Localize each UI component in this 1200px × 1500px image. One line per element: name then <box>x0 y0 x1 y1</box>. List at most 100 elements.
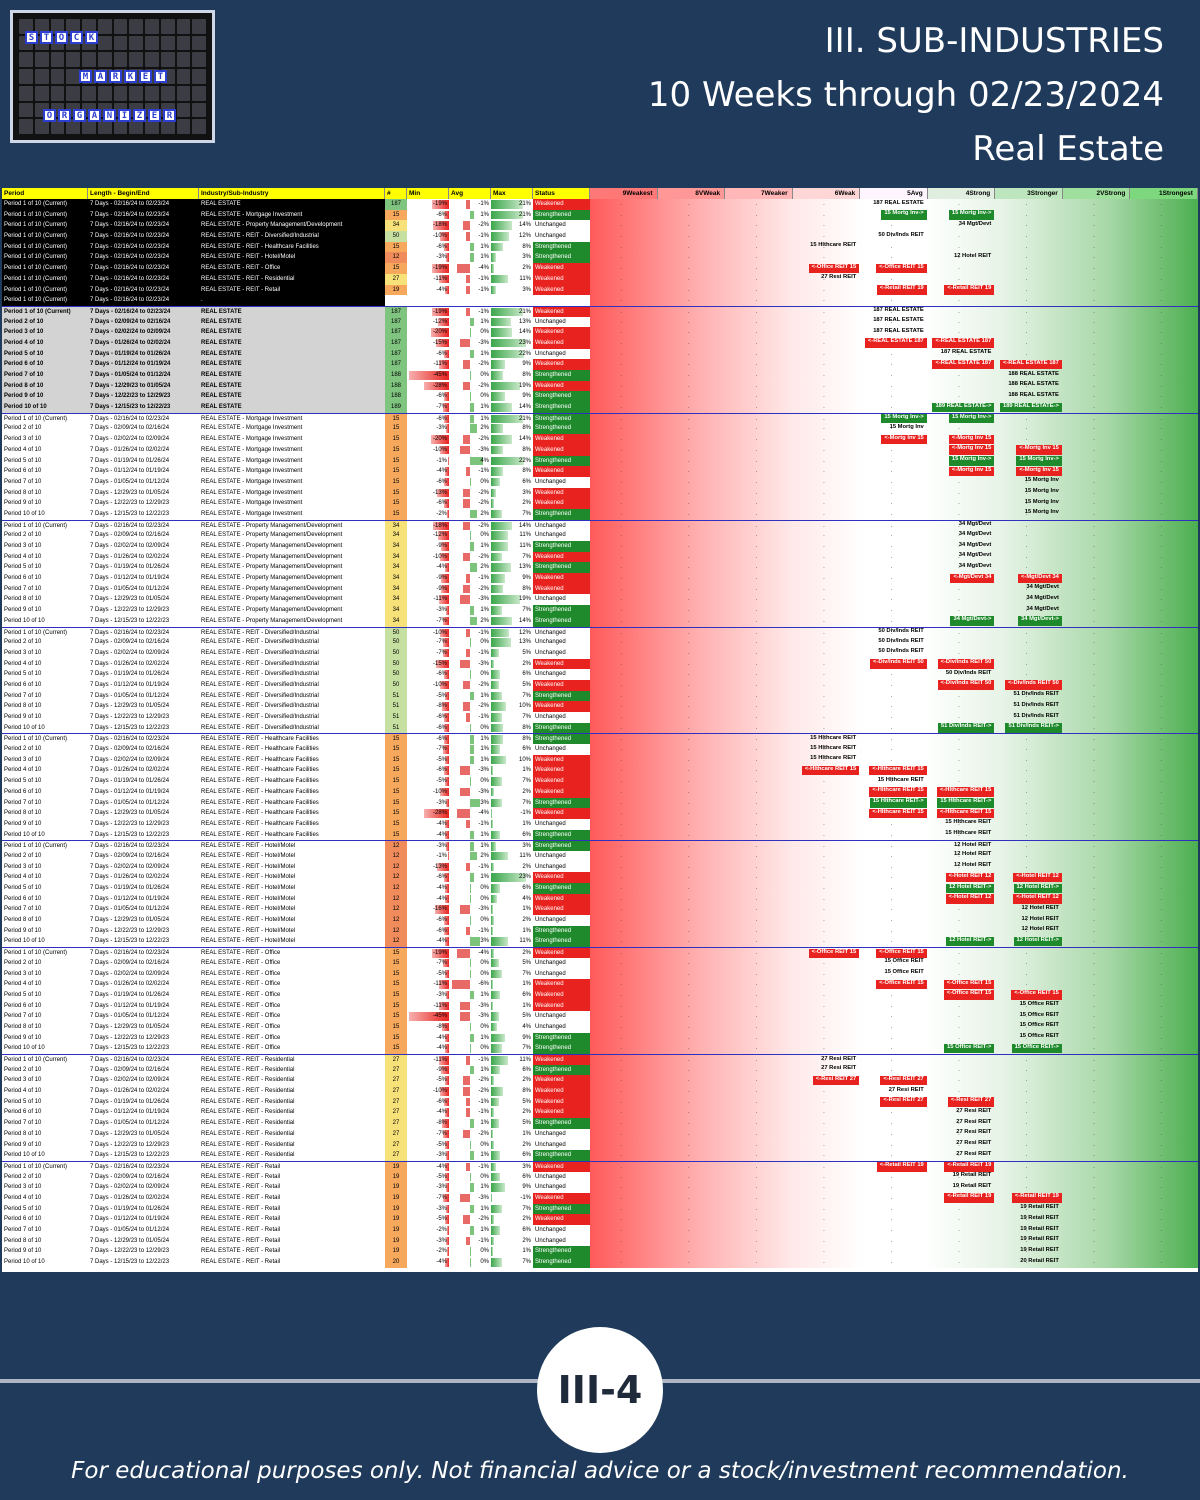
max-value: 2% <box>522 917 531 924</box>
avg-value: -2% <box>478 1216 489 1223</box>
min-cell: -11% <box>407 979 449 990</box>
max-value: 14% <box>518 436 531 443</box>
period-cell: Period 10 of 10 <box>2 1043 88 1054</box>
table-row: Period 1 of 10 (Current) 7 Days - 02/16/2… <box>2 199 1198 210</box>
column-header[interactable]: 3Stronger <box>995 188 1063 199</box>
column-header[interactable]: Min <box>407 188 449 199</box>
heat-dot: . <box>958 607 960 614</box>
column-header[interactable]: 8VWeak <box>657 188 726 199</box>
count-cell: 15 <box>385 476 407 488</box>
min-value: -11% <box>433 275 447 282</box>
heat-dot: . <box>687 1066 690 1073</box>
logo-tile <box>82 85 96 101</box>
avg-bar <box>470 691 474 701</box>
logo-tile <box>160 52 175 68</box>
max-cell: 2% <box>491 787 533 798</box>
column-header[interactable]: Avg <box>449 188 491 199</box>
period-cell: Period 7 of 10 <box>2 1118 88 1129</box>
heat-dot: . <box>755 1237 758 1244</box>
min-bar <box>445 285 449 294</box>
min-cell: -4% <box>407 830 449 841</box>
logo-tile <box>192 119 206 134</box>
heat-dot: . <box>958 532 960 539</box>
industry-cell: REAL ESTATE - REIT - Healthcare Faciliti… <box>199 744 385 755</box>
strength-marker: 188 REAL ESTATE <box>1008 391 1059 398</box>
max-value: 6% <box>522 671 531 678</box>
heat-dot: . <box>823 575 825 582</box>
avg-bar <box>466 862 470 872</box>
min-value: -11% <box>433 1002 447 1009</box>
strength-heatmap: .........<-Office REIT 15<-Office REIT 1… <box>590 948 1198 959</box>
max-bar <box>491 1193 492 1203</box>
min-cell: -10% <box>407 445 449 456</box>
column-header[interactable]: 9Weakest <box>590 188 658 199</box>
avg-value: 0% <box>480 1023 489 1030</box>
max-bar <box>491 552 502 562</box>
heat-dot: . <box>755 629 758 636</box>
max-bar <box>491 200 523 209</box>
avg-cell: 1% <box>449 1065 491 1076</box>
strength-marker: <-Div/Inds REIT 50 <box>870 659 927 669</box>
period-cell: Period 6 of 10 <box>2 893 88 905</box>
avg-bar <box>470 755 474 765</box>
heat-dot: . <box>958 778 960 785</box>
heat-dot: . <box>1160 489 1163 496</box>
column-header[interactable]: Period <box>2 188 88 199</box>
status-badge: Unchanged <box>533 647 590 659</box>
column-header[interactable]: 5Avg <box>860 188 928 199</box>
max-bar <box>491 531 508 540</box>
column-header[interactable]: Status <box>533 188 590 199</box>
avg-value: -1% <box>478 863 489 870</box>
min-cell: -5% <box>407 1140 449 1151</box>
max-value: 3% <box>522 254 531 261</box>
industry-cell: REAL ESTATE - REIT - Diversified/Industr… <box>199 647 385 659</box>
column-header[interactable]: 2VStrong <box>1062 188 1131 199</box>
strength-marker: 34 Mgt/Devt <box>958 530 992 537</box>
min-value: -4% <box>436 468 447 475</box>
avg-value: -1% <box>478 468 489 475</box>
status-badge: Strengthened <box>533 423 590 435</box>
industry-cell: REAL ESTATE - REIT - Hotel/Motel <box>199 915 385 926</box>
heat-dot: . <box>1160 1216 1163 1223</box>
column-header[interactable]: Max <box>491 188 533 199</box>
industry-cell: REAL ESTATE - REIT - Residential <box>199 1055 385 1066</box>
max-cell: 3% <box>491 252 533 263</box>
strength-marker: <-Retail REIT 19 <box>944 1193 995 1203</box>
max-value: 8% <box>522 468 531 475</box>
strength-marker: 12 Hotel REIT <box>1021 904 1059 911</box>
column-header[interactable]: 4Strong <box>927 188 996 199</box>
min-value: -4% <box>436 1163 447 1170</box>
max-cell: 3% <box>491 1162 533 1173</box>
avg-value: 1% <box>480 254 489 261</box>
column-header[interactable]: 7Weaker <box>725 188 793 199</box>
max-bar <box>491 1119 499 1128</box>
avg-bar <box>470 349 474 359</box>
max-value: 8% <box>522 425 531 432</box>
heat-dot: . <box>958 959 960 966</box>
strength-heatmap: ......... 15 Office REIT <box>590 1011 1198 1022</box>
logo-tile <box>66 19 80 34</box>
strength-marker: 19 Retail REIT <box>1020 1214 1059 1221</box>
length-cell: 7 Days - 01/05/24 to 01/12/24 <box>88 1225 199 1236</box>
logo-tile <box>97 85 112 101</box>
industry-cell: REAL ESTATE - Mortgage Investment <box>199 444 385 456</box>
column-header[interactable]: 1Strongest <box>1130 188 1198 199</box>
max-cell: 9% <box>491 1182 533 1193</box>
column-header[interactable]: Length - Begin/End <box>88 188 199 199</box>
table-row: Period 10 of 10 7 Days - 12/15/23 to 12/2… <box>2 829 1198 841</box>
logo-tile <box>192 35 206 51</box>
min-value: -3% <box>436 843 447 850</box>
heat-dot: . <box>823 629 825 636</box>
column-header[interactable]: 6Weak <box>792 188 861 199</box>
length-cell: 7 Days - 01/05/24 to 01/12/24 <box>88 904 199 916</box>
heat-dot: . <box>755 681 758 688</box>
avg-value: -2% <box>478 681 489 688</box>
column-header[interactable]: Industry/Sub-Industry <box>199 188 385 199</box>
table-row: Period 1 of 10 (Current) 7 Days - 02/16/2… <box>2 1054 1198 1066</box>
heat-dot: . <box>620 361 623 368</box>
heat-dot: . <box>1160 1194 1163 1201</box>
max-value: 22% <box>518 457 531 464</box>
heat-dot: . <box>958 553 960 560</box>
column-header[interactable]: # <box>385 188 407 199</box>
